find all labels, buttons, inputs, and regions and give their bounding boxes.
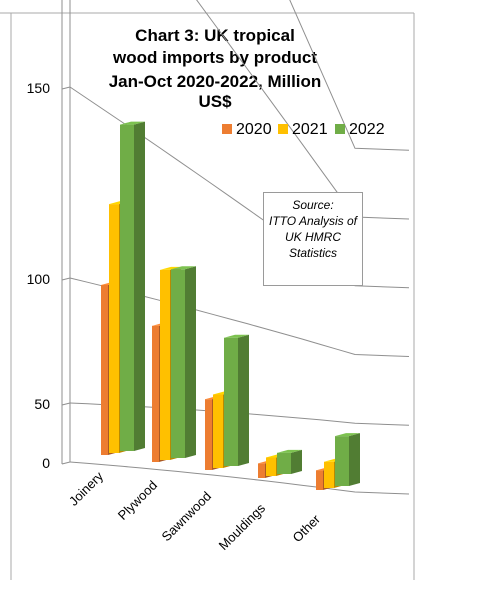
legend-swatch-2020 <box>222 124 232 134</box>
source-line-4: Statistics <box>288 246 337 260</box>
gridline-depth-50 <box>61 402 71 406</box>
bar-sawnwood-2020 <box>205 399 212 470</box>
legend-label-2022: 2022 <box>349 121 385 138</box>
legend: 2020 2021 2022 <box>222 121 385 138</box>
category-label-sawnwood: Sawnwood <box>159 489 215 545</box>
bar-plywood-2022 <box>171 269 185 458</box>
bar-sawnwood-2021 <box>213 394 223 468</box>
bar-other-2021 <box>324 461 334 488</box>
source-box <box>263 192 363 286</box>
bar-sawnwood-2022 <box>224 337 238 466</box>
legend-swatch-2022 <box>335 124 345 134</box>
source-line-3: UK HMRC <box>285 230 341 244</box>
category-label-joinery: Joinery <box>66 468 107 509</box>
gridline-depth-100 <box>61 277 71 281</box>
gridline-250 <box>289 0 410 151</box>
bar-other-2022 <box>335 436 349 486</box>
legend-swatch-2021 <box>278 124 288 134</box>
bar-side-joinery-2022 <box>134 121 145 451</box>
y-tick-150: 150 <box>27 80 51 96</box>
chart-title-line-3: Jan-Oct 2020-2022, Million US$ <box>108 72 322 111</box>
gridline-200 <box>196 0 410 220</box>
bar-mouldings-2022 <box>277 452 291 474</box>
chart-title-line-1: Chart 3: UK tropical <box>135 26 295 45</box>
category-label-other: Other <box>290 511 324 545</box>
gridline-depth-150 <box>61 86 71 90</box>
source-line-2: ITTO Analysis of <box>268 214 358 228</box>
y-tick-100: 100 <box>27 271 51 287</box>
category-label-plywood: Plywood <box>115 478 160 523</box>
category-label-mouldings: Mouldings <box>216 500 269 553</box>
bar-top-plywood-2022 <box>171 266 196 270</box>
bar-side-other-2022 <box>349 433 360 486</box>
bar-mouldings-2020 <box>258 463 265 478</box>
bar-side-plywood-2022 <box>185 266 196 458</box>
bar-top-joinery-2022 <box>120 121 145 125</box>
source-line-1: Source: <box>292 198 334 212</box>
y-axis-ticks: 050100150200250 <box>27 80 51 471</box>
bar-side-mouldings-2022 <box>291 449 302 474</box>
chart-title-line-2: wood imports by product <box>113 48 317 67</box>
legend-label-2020: 2020 <box>236 121 272 138</box>
y-tick-0: 0 <box>42 455 50 471</box>
bar-plywood-2021 <box>160 269 170 460</box>
bar-other-2020 <box>316 470 323 490</box>
bar-joinery-2022 <box>120 124 134 451</box>
bar-plywood-2020 <box>152 325 159 462</box>
axes <box>61 0 71 464</box>
bar-top-mouldings-2022 <box>277 449 302 453</box>
bar-joinery-2021 <box>109 204 119 453</box>
bar-top-sawnwood-2022 <box>224 334 249 338</box>
bar-top-other-2022 <box>335 433 360 437</box>
bars <box>101 121 360 490</box>
y-tick-50: 50 <box>34 396 50 412</box>
bar-mouldings-2021 <box>266 457 276 476</box>
legend-label-2021: 2021 <box>292 121 328 138</box>
bar-joinery-2020 <box>101 285 108 455</box>
bar-side-sawnwood-2022 <box>238 334 249 466</box>
gridline-depth-0 <box>61 461 71 465</box>
bar-top-plywood-2021 <box>160 266 181 270</box>
